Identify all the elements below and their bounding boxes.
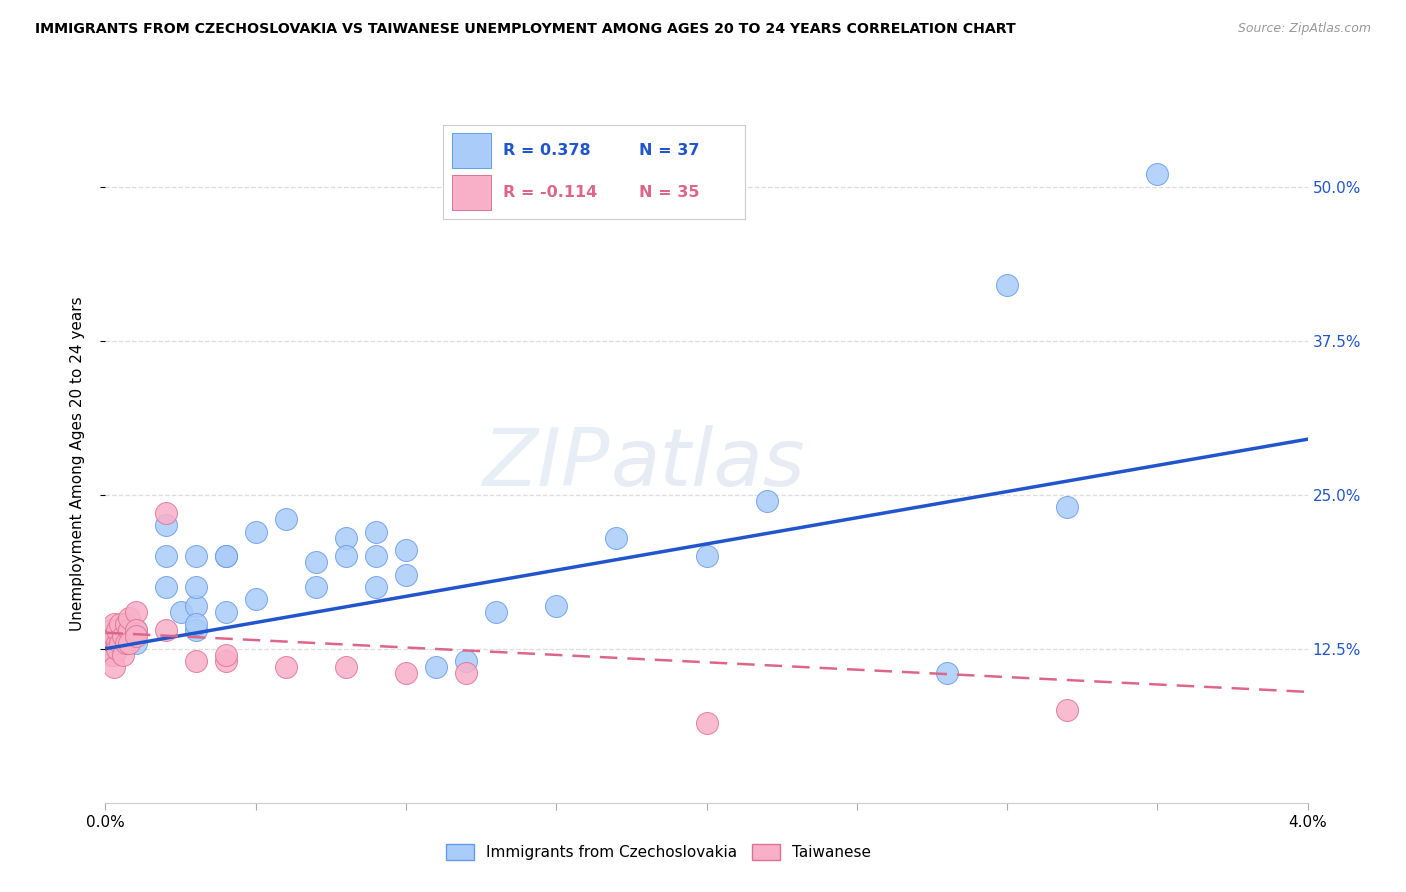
Text: ZIP: ZIP: [484, 425, 610, 503]
Point: [485, 605, 508, 619]
Point: [454, 654, 477, 668]
Point: [364, 524, 387, 539]
Point: [103, 617, 125, 632]
Point: [115, 617, 138, 632]
Legend: Immigrants from Czechoslovakia, Taiwanese: Immigrants from Czechoslovakia, Taiwanes…: [440, 838, 877, 866]
Point: [214, 648, 236, 662]
Point: [103, 648, 125, 662]
Text: N = 35: N = 35: [640, 186, 700, 201]
Point: [305, 580, 328, 594]
Point: [118, 611, 141, 625]
Point: [184, 549, 207, 564]
Point: [184, 654, 207, 668]
Point: [214, 654, 236, 668]
Text: IMMIGRANTS FROM CZECHOSLOVAKIA VS TAIWANESE UNEMPLOYMENT AMONG AGES 20 TO 24 YEA: IMMIGRANTS FROM CZECHOSLOVAKIA VS TAIWAN…: [35, 22, 1017, 37]
Point: [124, 624, 146, 638]
Point: [214, 549, 236, 564]
Point: [103, 660, 125, 674]
Point: [364, 549, 387, 564]
Point: [605, 531, 627, 545]
Point: [184, 624, 207, 638]
FancyBboxPatch shape: [451, 176, 491, 211]
Point: [335, 660, 357, 674]
Point: [110, 635, 132, 649]
Point: [184, 617, 207, 632]
Y-axis label: Unemployment Among Ages 20 to 24 years: Unemployment Among Ages 20 to 24 years: [70, 296, 84, 632]
Point: [124, 624, 146, 638]
Point: [245, 592, 267, 607]
Text: N = 37: N = 37: [640, 143, 700, 158]
Point: [395, 567, 418, 582]
FancyBboxPatch shape: [451, 133, 491, 168]
Text: R = 0.378: R = 0.378: [503, 143, 591, 158]
Point: [1056, 500, 1078, 514]
Point: [118, 624, 141, 638]
Point: [155, 624, 177, 638]
Point: [107, 641, 129, 656]
Point: [100, 624, 122, 638]
Point: [155, 518, 177, 533]
Point: [274, 512, 297, 526]
Point: [184, 580, 207, 594]
Point: [335, 549, 357, 564]
Text: Source: ZipAtlas.com: Source: ZipAtlas.com: [1237, 22, 1371, 36]
Point: [214, 549, 236, 564]
Point: [124, 605, 146, 619]
Point: [995, 278, 1018, 293]
Point: [696, 715, 718, 730]
Point: [936, 666, 959, 681]
Point: [335, 531, 357, 545]
Point: [107, 635, 129, 649]
Point: [395, 543, 418, 558]
Point: [124, 635, 146, 649]
Point: [124, 629, 146, 643]
Point: [155, 506, 177, 520]
Point: [696, 549, 718, 564]
Point: [100, 648, 122, 662]
Point: [245, 524, 267, 539]
Point: [1146, 167, 1168, 181]
Point: [115, 635, 138, 649]
Point: [395, 666, 418, 681]
Point: [546, 599, 568, 613]
Point: [103, 629, 125, 643]
Point: [274, 660, 297, 674]
Point: [184, 599, 207, 613]
Point: [169, 605, 191, 619]
Point: [100, 635, 122, 649]
Point: [155, 580, 177, 594]
Point: [155, 549, 177, 564]
Point: [118, 635, 141, 649]
Point: [425, 660, 447, 674]
Point: [755, 493, 778, 508]
Point: [107, 624, 129, 638]
Text: atlas: atlas: [610, 425, 806, 503]
Point: [97, 641, 120, 656]
Point: [305, 556, 328, 570]
Point: [112, 629, 135, 643]
Point: [454, 666, 477, 681]
Point: [1056, 703, 1078, 717]
Point: [110, 617, 132, 632]
Text: R = -0.114: R = -0.114: [503, 186, 598, 201]
Point: [97, 629, 120, 643]
Point: [214, 605, 236, 619]
Point: [112, 648, 135, 662]
Point: [364, 580, 387, 594]
